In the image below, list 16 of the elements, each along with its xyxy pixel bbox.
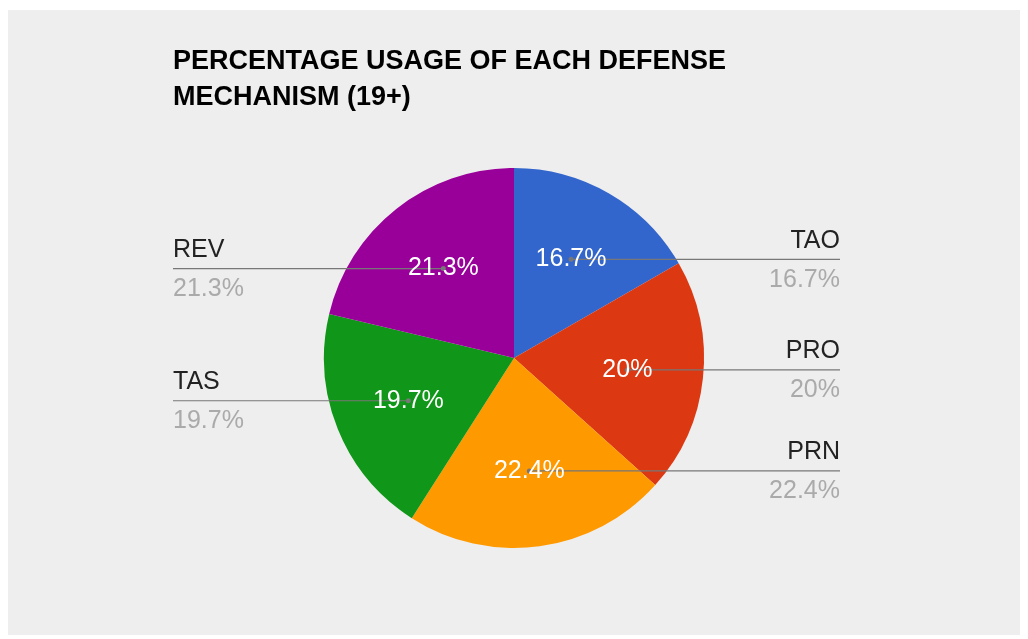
text: 20% [602,353,653,382]
slice-label: PRO [785,335,840,364]
text: 16.7% [535,243,607,272]
data-label: 22.4% [769,475,840,504]
slice-label: TAO [790,224,840,253]
text: 22.4% [493,454,565,483]
slice-label: TAS [173,366,220,395]
data-label: 19.7% [173,405,244,434]
data-label: 20% [789,374,840,403]
data-label: 16.7% [769,263,840,292]
data-label: 21.3% [173,272,244,301]
text: 21.3% [407,252,479,281]
slice-label: REV [173,233,225,262]
slice-label: PRN [787,436,840,465]
chart-title: PERCENTAGE USAGE OF EACH DEFENSE MECHANISM (19+) [173,44,728,113]
text: 19.7% [372,384,444,413]
